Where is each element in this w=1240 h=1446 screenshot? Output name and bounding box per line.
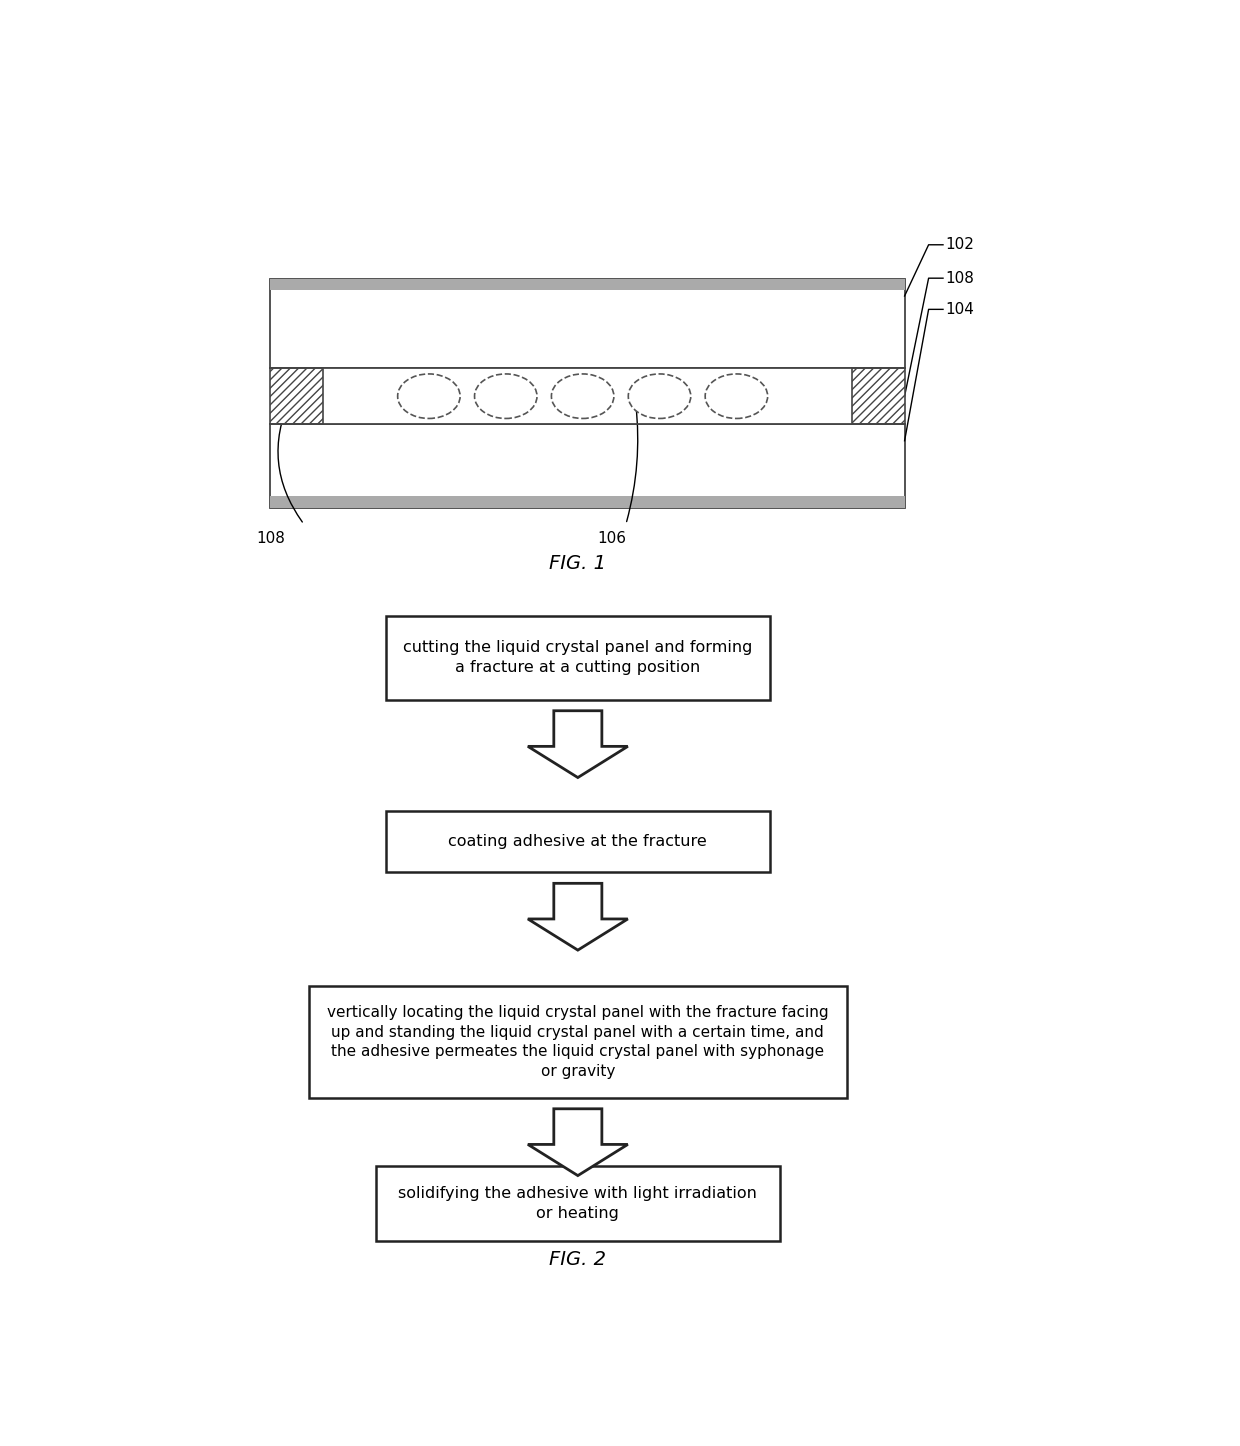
Ellipse shape — [629, 375, 691, 418]
Text: 104: 104 — [945, 302, 973, 317]
Bar — [386, 616, 770, 700]
Text: 102: 102 — [945, 237, 973, 252]
Text: solidifying the adhesive with light irradiation
or heating: solidifying the adhesive with light irra… — [398, 1186, 758, 1220]
Bar — [270, 279, 904, 291]
Text: vertically locating the liquid crystal panel with the fracture facing
up and sta: vertically locating the liquid crystal p… — [327, 1005, 828, 1079]
Ellipse shape — [398, 375, 460, 418]
Bar — [270, 279, 904, 369]
Bar — [309, 986, 847, 1098]
Ellipse shape — [552, 375, 614, 418]
Text: FIG. 2: FIG. 2 — [549, 1251, 606, 1270]
Polygon shape — [528, 884, 627, 950]
Bar — [852, 369, 905, 424]
Text: coating adhesive at the fracture: coating adhesive at the fracture — [449, 834, 707, 849]
Text: 106: 106 — [596, 531, 626, 547]
Text: cutting the liquid crystal panel and forming
a fracture at a cutting position: cutting the liquid crystal panel and for… — [403, 641, 753, 675]
Ellipse shape — [706, 375, 768, 418]
Text: 108: 108 — [255, 531, 285, 547]
Bar — [270, 496, 904, 508]
Bar — [386, 811, 770, 872]
Polygon shape — [528, 711, 627, 778]
Bar — [324, 369, 852, 424]
Bar — [270, 369, 324, 424]
Polygon shape — [528, 1109, 627, 1176]
Ellipse shape — [475, 375, 537, 418]
Bar — [270, 424, 904, 508]
Text: 108: 108 — [945, 270, 973, 286]
Bar — [376, 1165, 780, 1241]
Text: FIG. 1: FIG. 1 — [549, 554, 606, 573]
